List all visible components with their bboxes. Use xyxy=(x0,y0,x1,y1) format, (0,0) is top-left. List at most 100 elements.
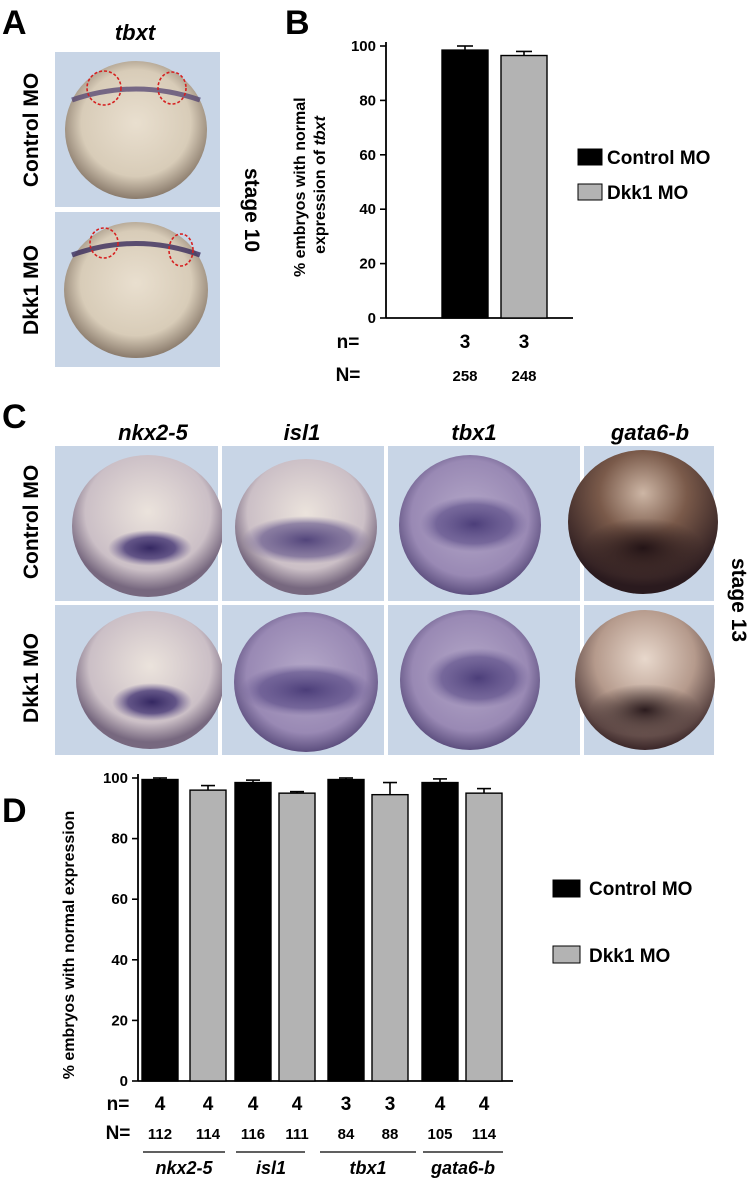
tbxt-stain-arc xyxy=(71,241,201,258)
y-tick-label: 80 xyxy=(111,831,128,848)
photo-isl1-dkk1 xyxy=(222,605,384,755)
bar-dkk1 xyxy=(371,793,409,1082)
panel-c-gene-label: isl1 xyxy=(284,420,321,445)
panel-d-y-axis-label: % embryos with normal expression xyxy=(61,811,78,1080)
y-tick-label: 40 xyxy=(111,952,128,969)
N-value: 114 xyxy=(196,1126,221,1143)
panel-a-letter: A xyxy=(2,4,27,42)
photo-nkx2-5-dkk1 xyxy=(55,605,224,755)
panel-d-sample-sizes: 4 4 4 4 3 3 4 4 112 114 116 111 84 88 105 114 xyxy=(148,1094,497,1143)
panel-a-photo-control xyxy=(55,52,220,207)
panel-b-chart: 0 20 40 60 80 100 xyxy=(351,38,573,327)
bar-dkk1 xyxy=(278,792,316,1082)
panel-d-N-label: N= xyxy=(106,1123,131,1144)
n-value: 4 xyxy=(479,1094,490,1115)
n-value: 3 xyxy=(385,1094,396,1115)
gata6-b-stain xyxy=(590,684,700,736)
tbxt-stain-arc xyxy=(71,86,201,103)
n-value: 4 xyxy=(435,1094,446,1115)
embryo xyxy=(76,611,224,749)
N-value: 84 xyxy=(338,1126,355,1143)
N-value: 88 xyxy=(382,1126,399,1143)
panel-c-row-label-dkk1: Dkk1 MO xyxy=(20,633,43,723)
N-value: 105 xyxy=(427,1126,452,1143)
photo-tbx1-dkk1 xyxy=(388,605,580,755)
bar-control xyxy=(234,781,272,1082)
n-value: 4 xyxy=(203,1094,214,1115)
legend-swatch-control xyxy=(577,148,603,166)
panel-d-n-label: n= xyxy=(107,1094,130,1115)
marker-circle xyxy=(157,71,187,105)
y-tick-label: 40 xyxy=(359,201,376,218)
panel-b-N-label: N= xyxy=(336,365,361,386)
marker-circle xyxy=(86,70,122,106)
photo-isl1-control xyxy=(222,446,384,601)
legend-label-control: Control MO xyxy=(589,879,692,900)
isl1-stain xyxy=(240,664,372,716)
tbx1-stain xyxy=(426,648,530,708)
y-tick-label: 60 xyxy=(111,891,128,908)
bar-control xyxy=(141,778,179,1082)
photo-gata6-b-dkk1 xyxy=(575,605,715,755)
panel-d-chart: 0 20 40 60 80 100 xyxy=(103,770,513,1090)
bar-dkk1 xyxy=(465,792,503,1082)
bar-control xyxy=(441,49,489,319)
photo-gata6-b-control xyxy=(568,446,718,601)
nkx2-5-stain xyxy=(108,530,192,566)
n-value: 4 xyxy=(292,1094,303,1115)
embryo xyxy=(65,61,207,199)
panel-d-group-label: gata6-b xyxy=(430,1158,495,1178)
panel-c-gene-label: nkx2-5 xyxy=(118,420,188,445)
y-tick-label: 20 xyxy=(111,1012,128,1029)
y-tick-label: 0 xyxy=(368,310,376,327)
panel-c-stage-label: stage 13 xyxy=(727,558,750,642)
panel-a-photo-dkk1 xyxy=(55,212,220,367)
panel-d-group-label: nkx2-5 xyxy=(155,1158,213,1178)
embryo xyxy=(64,222,208,358)
isl1-stain xyxy=(242,516,370,564)
y-axis-label-line-2: expression of tbxt xyxy=(312,115,329,253)
panel-c-letter: C xyxy=(2,398,27,436)
panel-b-legend: Control MO Dkk1 MO xyxy=(577,148,710,204)
N-value: 111 xyxy=(285,1126,308,1143)
panel-a-gene-label: tbxt xyxy=(115,20,157,45)
bar-dkk1 xyxy=(189,789,227,1082)
legend-swatch-dkk1 xyxy=(577,183,603,201)
N-value: 112 xyxy=(148,1126,172,1143)
N-value: 116 xyxy=(241,1126,265,1143)
bar-dkk1 xyxy=(500,54,548,319)
y-tick-label: 20 xyxy=(359,256,376,273)
legend-label-control: Control MO xyxy=(607,148,710,169)
panel-b-n-label: n= xyxy=(337,332,360,353)
legend-label-dkk1: Dkk1 MO xyxy=(589,946,670,967)
panel-b-N-value: 248 xyxy=(511,368,536,385)
panel-c-gene-label: tbx1 xyxy=(451,420,496,445)
panel-d-letter: D xyxy=(2,792,27,830)
panel-b-y-axis-label: % embryos with normal expression of tbxt xyxy=(292,93,329,277)
n-value: 3 xyxy=(341,1094,352,1115)
panel-c-row-label-control: Control MO xyxy=(20,465,43,579)
panel-b-N-value: 258 xyxy=(452,368,477,385)
panel-b-n-value: 3 xyxy=(519,332,530,353)
panel-d-legend: Control MO Dkk1 MO xyxy=(552,879,692,967)
legend-swatch-dkk1 xyxy=(552,945,581,964)
y-axis-label-suffix: expression of xyxy=(312,145,329,253)
n-value: 4 xyxy=(248,1094,259,1115)
panel-a-stage-label: stage 10 xyxy=(240,168,263,252)
nkx2-5-stain xyxy=(112,683,192,721)
legend-label-dkk1: Dkk1 MO xyxy=(607,183,688,204)
panel-c-gene-label: gata6-b xyxy=(610,420,689,445)
N-value: 114 xyxy=(472,1126,497,1143)
y-tick-label: 60 xyxy=(359,147,376,164)
gata6-b-stain xyxy=(583,518,703,578)
panel-b-letter: B xyxy=(285,4,310,42)
y-tick-label: 100 xyxy=(103,770,128,787)
tbx1-stain xyxy=(420,496,528,552)
bar-control xyxy=(327,778,365,1082)
bar-control xyxy=(421,781,459,1082)
panel-a-row-label-dkk1: Dkk1 MO xyxy=(20,245,43,335)
panel-d-group-label: isl1 xyxy=(256,1158,286,1178)
legend-swatch-control xyxy=(552,879,581,898)
y-tick-label: 100 xyxy=(351,38,376,55)
